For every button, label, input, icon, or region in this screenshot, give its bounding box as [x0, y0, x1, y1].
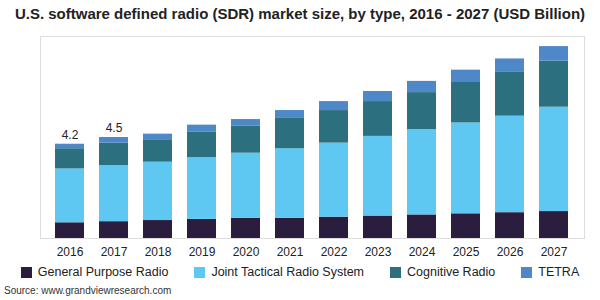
svg-text:2016: 2016 [57, 245, 84, 259]
html-text:Joint Tactical Radio System: Joint Tactical Radio System [211, 265, 364, 279]
svg-text:2026: 2026 [497, 245, 524, 259]
svg-text:2017: 2017 [101, 245, 128, 259]
svg-text:4.2: 4.2 [62, 128, 79, 142]
html-text:TETRA: TETRA [538, 265, 580, 279]
svg-text:2021: 2021 [277, 245, 304, 259]
html-text:General Purpose Radio: General Purpose Radio [37, 265, 169, 279]
svg-text:2020: 2020 [233, 245, 260, 259]
svg-text:2027: 2027 [541, 245, 568, 259]
html-text:Source: www.grandviewresearch.: Source: www.grandviewresearch.com [4, 285, 172, 296]
html-text:U.S. software defined radio (S: U.S. software defined radio (SDR) market… [14, 5, 586, 22]
svg-text:2025: 2025 [453, 245, 480, 259]
svg-text:2022: 2022 [321, 245, 348, 259]
svg-text:2018: 2018 [145, 245, 172, 259]
svg-text:2019: 2019 [189, 245, 216, 259]
html-text:Cognitive Radio: Cognitive Radio [407, 265, 496, 279]
svg-text:4.5: 4.5 [106, 121, 123, 135]
svg-text:2024: 2024 [409, 245, 436, 259]
svg-text:2023: 2023 [365, 245, 392, 259]
